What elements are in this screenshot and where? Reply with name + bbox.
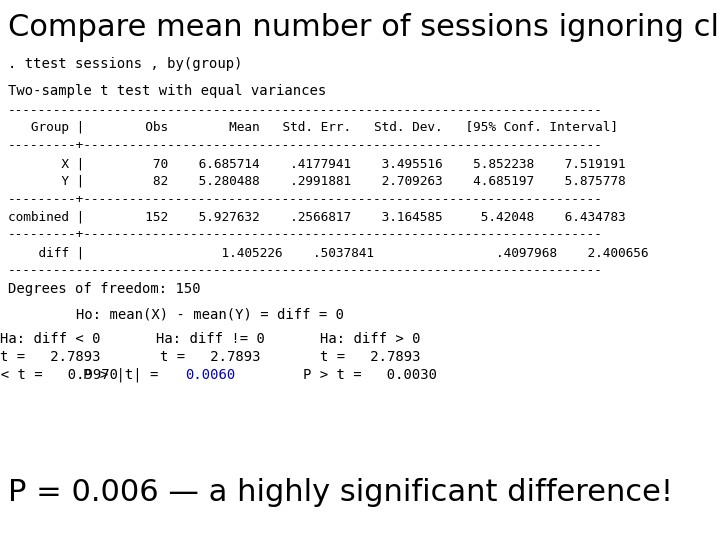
Text: P = 0.006 — a highly significant difference!: P = 0.006 — a highly significant differe… bbox=[8, 478, 672, 507]
Text: Y |         82    5.280488    .2991881    2.709263    4.685197    5.875778: Y | 82 5.280488 .2991881 2.709263 4.6851… bbox=[8, 175, 625, 188]
Text: 0.0060: 0.0060 bbox=[185, 368, 235, 382]
Text: P < t =   0.9970: P < t = 0.9970 bbox=[0, 368, 117, 382]
Text: diff |                  1.405226    .5037841                .4097968    2.400656: diff | 1.405226 .5037841 .4097968 2.4006… bbox=[8, 246, 648, 259]
Text: ---------+--------------------------------------------------------------------: ---------+------------------------------… bbox=[8, 139, 603, 152]
Text: P > t =   0.0030: P > t = 0.0030 bbox=[303, 368, 438, 382]
Text: Degrees of freedom: 150: Degrees of freedom: 150 bbox=[8, 282, 200, 296]
Text: ---------+--------------------------------------------------------------------: ---------+------------------------------… bbox=[8, 193, 603, 206]
Text: ---------+--------------------------------------------------------------------: ---------+------------------------------… bbox=[8, 228, 603, 241]
Text: . ttest sessions , by(group): . ttest sessions , by(group) bbox=[8, 57, 242, 71]
Text: Compare mean number of sessions ignoring clustering:: Compare mean number of sessions ignoring… bbox=[8, 14, 720, 43]
Text: P > |t| =: P > |t| = bbox=[84, 368, 184, 382]
Text: t =   2.7893: t = 2.7893 bbox=[161, 350, 261, 364]
Text: Group |        Obs        Mean   Std. Err.   Std. Dev.   [95% Conf. Interval]: Group | Obs Mean Std. Err. Std. Dev. [95… bbox=[8, 122, 618, 134]
Text: t =   2.7893: t = 2.7893 bbox=[0, 350, 101, 364]
Text: Ha: diff < 0: Ha: diff < 0 bbox=[0, 332, 101, 346]
Text: Ha: diff > 0: Ha: diff > 0 bbox=[320, 332, 420, 346]
Text: X |         70    6.685714    .4177941    3.495516    5.852238    7.519191: X | 70 6.685714 .4177941 3.495516 5.8522… bbox=[8, 157, 625, 170]
Text: Ha: diff != 0: Ha: diff != 0 bbox=[156, 332, 265, 346]
Text: ------------------------------------------------------------------------------: ----------------------------------------… bbox=[8, 104, 603, 117]
Text: Two-sample t test with equal variances: Two-sample t test with equal variances bbox=[8, 84, 326, 98]
Text: Ho: mean(X) - mean(Y) = diff = 0: Ho: mean(X) - mean(Y) = diff = 0 bbox=[76, 308, 344, 322]
Text: ------------------------------------------------------------------------------: ----------------------------------------… bbox=[8, 264, 603, 277]
Text: t =   2.7893: t = 2.7893 bbox=[320, 350, 420, 364]
Text: combined |        152    5.927632    .2566817    3.164585     5.42048    6.43478: combined | 152 5.927632 .2566817 3.16458… bbox=[8, 211, 625, 224]
